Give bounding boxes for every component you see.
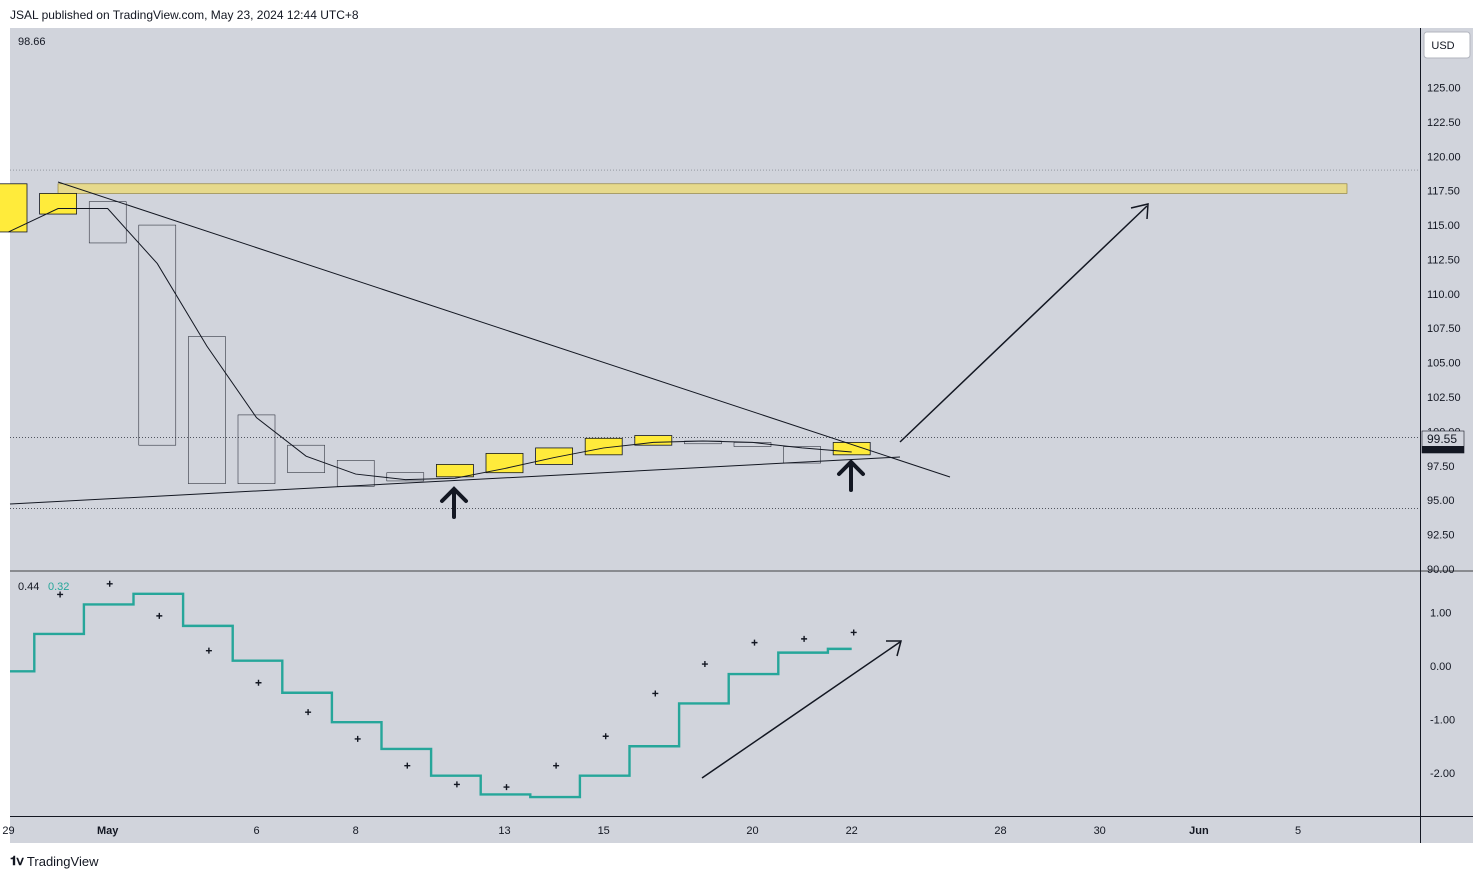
indicator-cross-marker [751, 639, 758, 646]
price-axis-tick: 125.00 [1427, 83, 1461, 95]
candle-down [336, 460, 375, 487]
indicator-cross-marker [57, 591, 64, 598]
indicator-cross-marker [255, 679, 262, 686]
candle-down [138, 224, 177, 446]
indicator-axis-tick: -2.00 [1430, 768, 1455, 780]
price-axis-bg [1421, 28, 1473, 570]
candle-down [88, 201, 127, 244]
indicator-panel-bg [10, 572, 1420, 816]
time-axis-tick: 20 [746, 825, 758, 837]
footer-brand-label: TradingView [26, 853, 99, 869]
indicator-cross-marker [801, 635, 808, 642]
candle-up [435, 464, 474, 478]
time-axis-tick: 13 [498, 825, 510, 837]
indicator-cross-marker [850, 629, 857, 636]
time-axis-tick: 5 [1295, 825, 1301, 837]
currency-button[interactable] [1423, 31, 1471, 59]
indicator-cross-marker [156, 612, 163, 619]
indicator-cross-marker [205, 647, 212, 654]
moving-average-line [8, 208, 852, 481]
candle-down [287, 444, 325, 473]
indicator-value-2: 0.32 [48, 581, 69, 593]
candle-down [783, 446, 821, 464]
currency-label: USD [1431, 40, 1454, 52]
price-axis-tick: 112.50 [1427, 254, 1460, 266]
indicator-cross-marker [404, 762, 411, 769]
price-axis-tick: 117.50 [1427, 186, 1460, 198]
last-price-badge-bar [1422, 446, 1464, 453]
candle-up [485, 453, 524, 474]
indicator-axis-tick: 1.00 [1430, 608, 1451, 620]
price-axis-tick: 97.50 [1427, 461, 1455, 473]
up-arrow-2 [837, 459, 865, 492]
price-axis-tick: 122.50 [1427, 117, 1461, 129]
indicator-axis-tick: -1.00 [1430, 715, 1455, 727]
candle-down [237, 414, 276, 484]
candle-up [584, 437, 623, 456]
indicator-step-line [10, 592, 852, 799]
price-axis-tick: 115.00 [1427, 220, 1460, 232]
price-axis-tick: 120.00 [1427, 151, 1461, 163]
tradingview-logo-icon: 𝟏𝗏 [10, 853, 24, 868]
footer-brand: 𝟏𝗏 TradingView [10, 853, 98, 869]
time-axis-tick: 8 [353, 825, 359, 837]
time-axis-tick: May [97, 825, 119, 837]
target-arrow [899, 203, 1149, 443]
time-axis-tick: 29 [2, 825, 14, 837]
indicator-cross-marker [453, 781, 460, 788]
indicator-arrow [701, 640, 902, 779]
indicator-cross-marker [305, 709, 312, 716]
price-axis-tick: 105.00 [1427, 358, 1461, 370]
time-axis-tick: 22 [846, 825, 858, 837]
indicator-value-1: 0.44 [18, 581, 39, 593]
indicator-cross-marker [701, 661, 708, 668]
price-panel-value: 98.66 [18, 36, 46, 48]
indicator-cross-marker [106, 580, 113, 587]
indicator-cross-marker [354, 735, 361, 742]
up-arrow-1 [440, 486, 468, 519]
candle-up [634, 435, 673, 446]
time-axis-tick: Jun [1189, 825, 1209, 837]
indicator-cross-marker [602, 733, 609, 740]
indicator-cross-marker [503, 784, 510, 791]
candle-down [188, 336, 226, 484]
price-axis-tick: 110.00 [1427, 289, 1460, 301]
time-axis-tick: 28 [994, 825, 1006, 837]
price-axis-tick: 90.00 [1427, 564, 1455, 576]
time-axis-tick: 30 [1094, 825, 1106, 837]
last-price-label: 99.55 [1427, 432, 1457, 446]
time-axis-tick: 15 [598, 825, 610, 837]
candle-down [386, 472, 425, 482]
price-axis-tick: 107.50 [1427, 323, 1461, 335]
candle-up [535, 447, 573, 465]
ascending-trendline [9, 456, 901, 505]
indicator-cross-marker [652, 690, 659, 697]
price-panel-bg [10, 28, 1420, 570]
time-axis-bg [10, 817, 1473, 843]
time-axis-tick: 6 [253, 825, 259, 837]
indicator-axis-tick: 0.00 [1430, 661, 1451, 673]
price-axis-tick: 102.50 [1427, 392, 1461, 404]
candle-up [0, 183, 28, 233]
indicator-axis-bg [1421, 572, 1473, 816]
descending-trendline [57, 181, 951, 478]
publish-info: JSAL published on TradingView.com, May 2… [10, 8, 359, 22]
indicator-cross-marker [553, 762, 560, 769]
candle-up [39, 193, 77, 215]
price-axis-tick: 95.00 [1427, 495, 1455, 507]
resistance-zone [57, 183, 1348, 194]
price-axis-tick: 92.50 [1427, 530, 1455, 542]
